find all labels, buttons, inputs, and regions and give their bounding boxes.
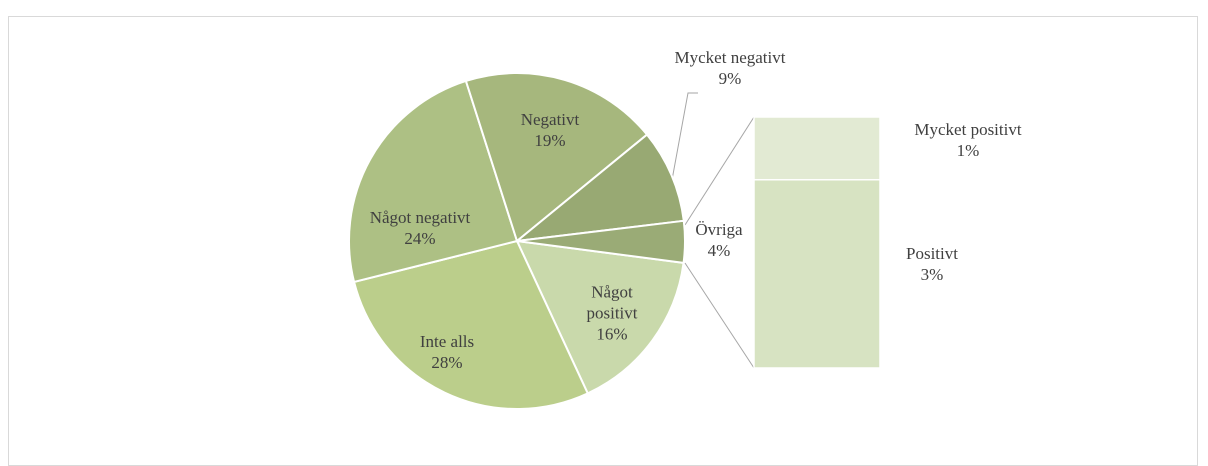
pie-slice [352, 239, 590, 410]
value-label: 4% [707, 241, 731, 260]
pie-slice [464, 72, 649, 243]
connector [684, 116, 755, 226]
bar-segment [753, 179, 881, 369]
category-name: Inte alls [419, 332, 475, 351]
category-name: Något negativt [369, 208, 471, 227]
value-label: 1% [956, 141, 980, 160]
pie-slice [516, 219, 686, 265]
value-label: 28% [431, 353, 463, 372]
data-label: Något negativt 24% [340, 207, 500, 249]
pie-slice [515, 239, 685, 395]
value-label: 9% [718, 69, 742, 88]
data-label: Något positivt 16% [572, 282, 652, 345]
data-label: Mycket positivt 1% [878, 119, 1058, 161]
data-label: Inte alls 28% [387, 331, 507, 373]
pie-slice [513, 133, 685, 243]
category-name: Mycket positivt [914, 120, 1022, 139]
category-name: Övriga [695, 220, 743, 239]
data-label: Positivt 3% [872, 243, 992, 285]
data-label: Mycket negativt 9% [640, 47, 820, 89]
pie-slice [348, 79, 519, 284]
leader-line [671, 92, 698, 181]
category-name: Mycket negativt [674, 48, 786, 67]
category-name: Positivt [906, 244, 958, 263]
connector [684, 262, 755, 369]
value-label: 16% [596, 324, 628, 344]
data-label: Övriga 4% [679, 219, 759, 261]
category-name: Negativt [520, 110, 580, 129]
value-label: 3% [920, 265, 944, 284]
value-label: 24% [404, 229, 436, 248]
bar-segment [753, 116, 881, 181]
category-name: Något positivt [586, 282, 638, 323]
data-label: Negativt 19% [490, 109, 610, 151]
value-label: 19% [534, 131, 566, 150]
